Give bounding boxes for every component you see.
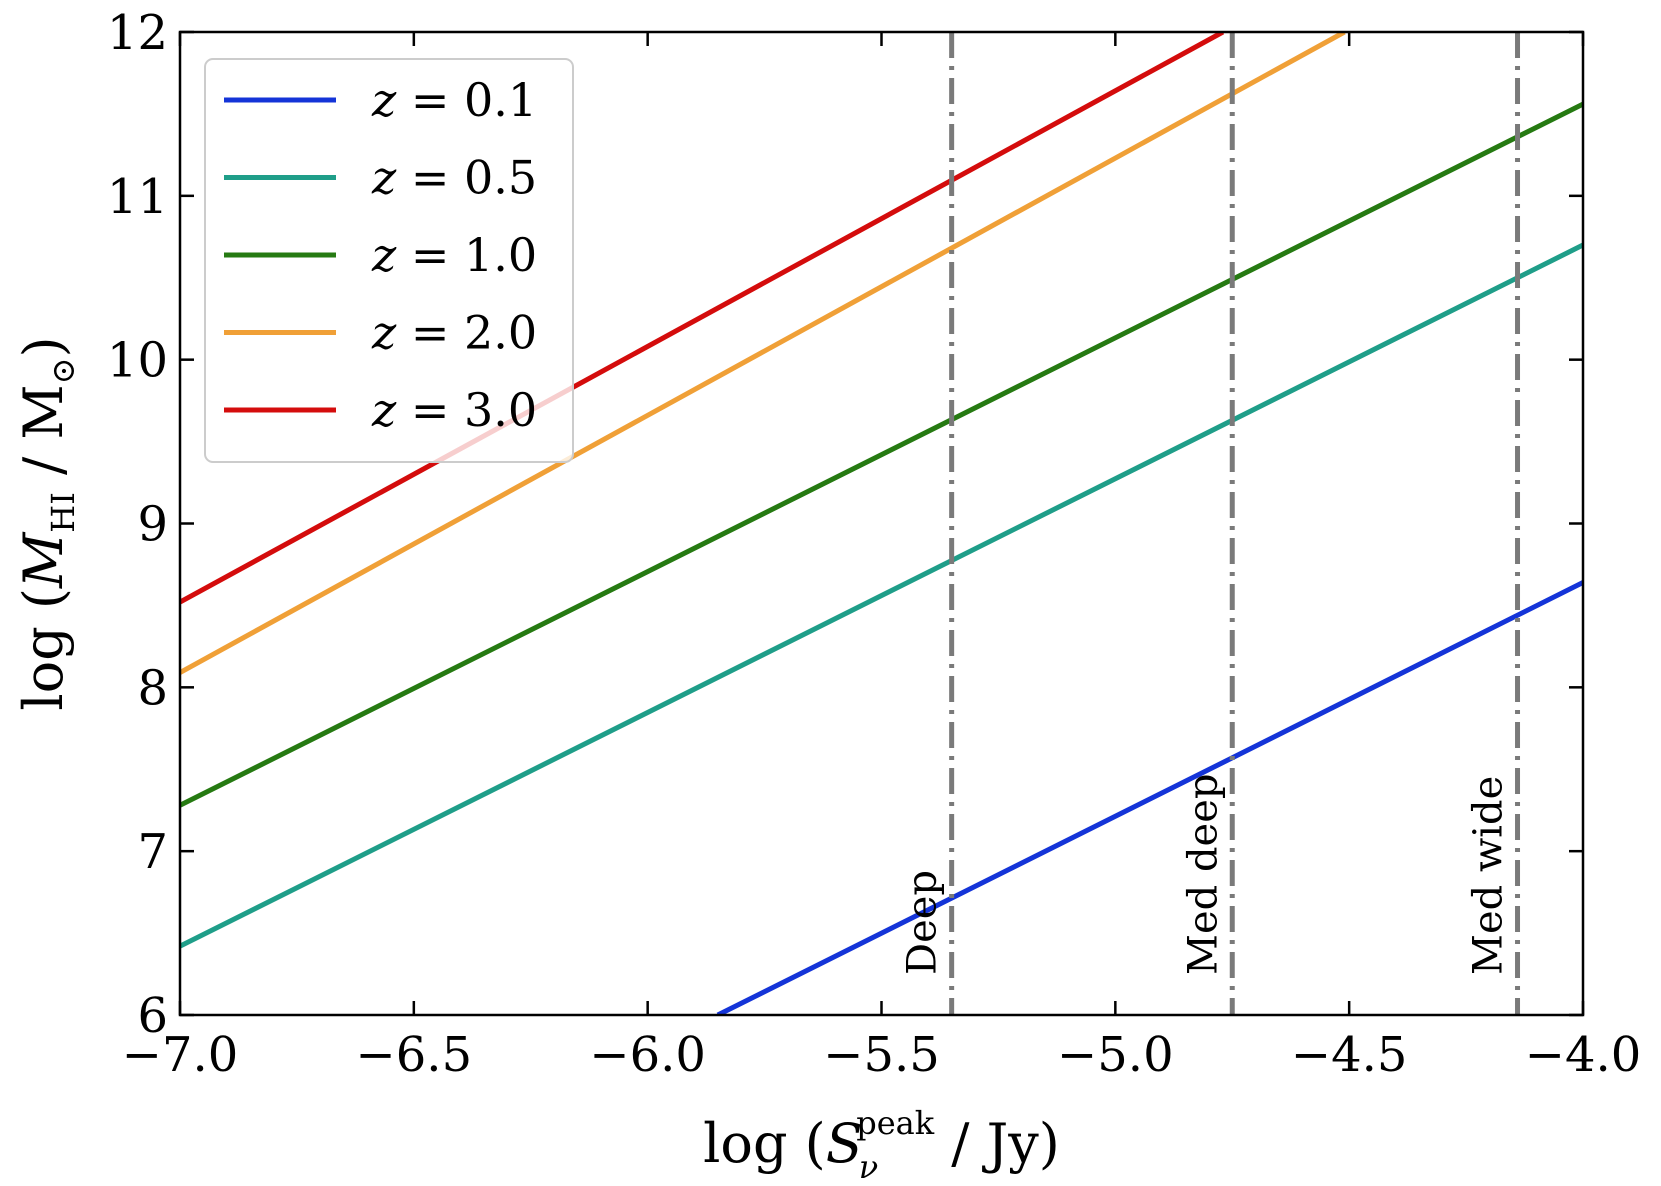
series-line-4 <box>180 32 1225 605</box>
y-tick-label-3: 9 <box>137 497 168 553</box>
x-tick-label-2: −6.0 <box>589 1027 706 1083</box>
y-tick-label-4: 10 <box>107 333 168 389</box>
y-tick-label-0: 6 <box>137 988 168 1044</box>
plot-area <box>180 32 1583 1015</box>
y-tick-label-6: 12 <box>107 5 168 61</box>
axis-tick-labels: −7.0 −6.5 −6.0 −5.5 −5.0 −4.5 −4.0 6 7 8 9 10 11 12 <box>107 5 1641 1083</box>
series-line-3 <box>180 32 1346 675</box>
series-line-2 <box>180 101 1583 808</box>
axis-ticks <box>178 30 1585 1017</box>
y-axis-label: log (MHI / M⊙) <box>12 336 82 710</box>
x-tick-label-4: −5.0 <box>1057 1027 1174 1083</box>
series-line-1 <box>180 242 1583 949</box>
legend-box <box>204 58 574 463</box>
vertical-lines <box>949 32 1521 1015</box>
legend-label-2: z = 1.0 <box>371 228 537 282</box>
x-tick-label-1: −6.5 <box>356 1027 473 1083</box>
vline-label-1: Med deep <box>1180 773 1226 975</box>
y-tick-label-5: 11 <box>107 169 168 225</box>
legend-label-3: z = 2.0 <box>371 306 537 360</box>
series-line-0 <box>716 580 1583 1015</box>
legend-label-1: z = 0.5 <box>371 151 537 205</box>
vline-label-2: Med wide <box>1466 776 1512 975</box>
legend: z = 0.1 z = 0.5 z = 1.0 z = 2.0 z = 3.0 <box>204 58 574 463</box>
legend-label-0: z = 0.1 <box>371 73 537 127</box>
vline-label-0: Deep <box>900 870 946 975</box>
x-tick-label-6: −4.0 <box>1525 1027 1642 1083</box>
x-tick-label-5: −4.5 <box>1291 1027 1408 1083</box>
y-tick-label-1: 7 <box>137 824 168 880</box>
x-axis-label: log (Sνpeak / Jy) <box>703 1104 1060 1186</box>
x-tick-label-3: −5.5 <box>823 1027 940 1083</box>
vertical-line-labels: Deep Med deep Med wide <box>900 773 1512 975</box>
legend-label-4: z = 3.0 <box>371 383 537 437</box>
x-tick-label-0: −7.0 <box>122 1027 239 1083</box>
y-tick-label-2: 8 <box>137 660 168 716</box>
